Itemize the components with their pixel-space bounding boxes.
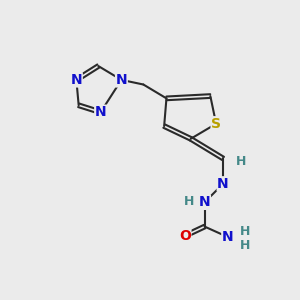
- Text: S: S: [211, 117, 221, 131]
- Text: N: N: [199, 195, 210, 209]
- Text: N: N: [217, 177, 229, 191]
- Text: N: N: [95, 105, 106, 119]
- Text: N: N: [222, 230, 233, 244]
- Text: H: H: [236, 155, 247, 168]
- Text: H: H: [240, 238, 250, 252]
- Text: H: H: [240, 225, 250, 238]
- Text: N: N: [116, 73, 127, 87]
- Text: N: N: [70, 73, 82, 87]
- Text: O: O: [179, 229, 191, 243]
- Text: H: H: [184, 195, 195, 208]
